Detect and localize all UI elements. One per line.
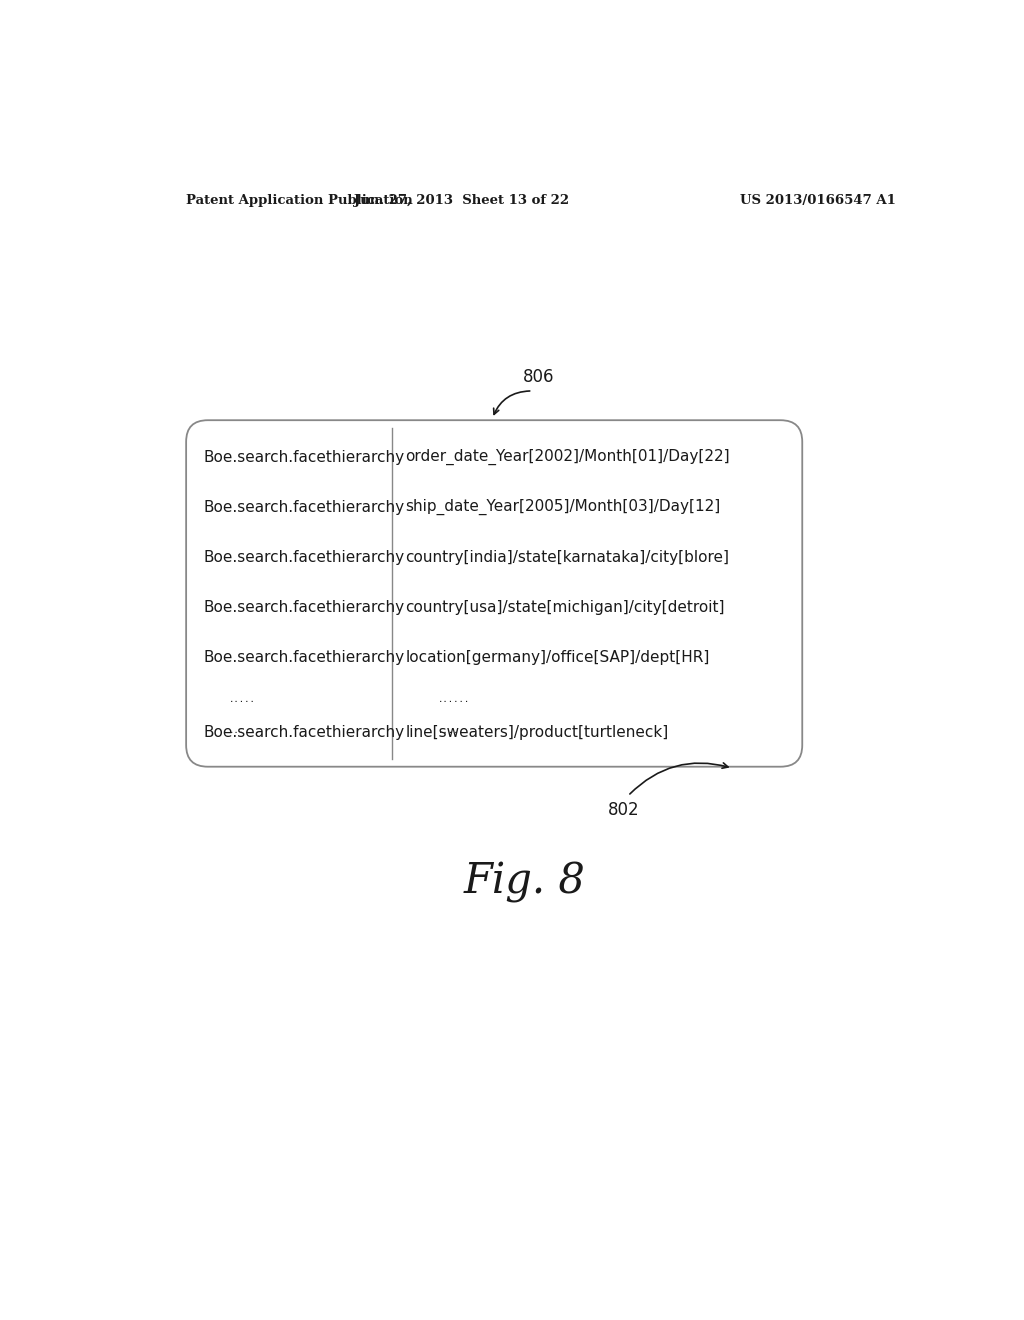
Text: order_date_Year[2002]/Month[01]/Day[22]: order_date_Year[2002]/Month[01]/Day[22] xyxy=(406,449,730,465)
Text: ship_date_Year[2005]/Month[03]/Day[12]: ship_date_Year[2005]/Month[03]/Day[12] xyxy=(406,499,721,515)
Text: Boe.search.facethierarchy: Boe.search.facethierarchy xyxy=(203,500,404,515)
Text: Jun. 27, 2013  Sheet 13 of 22: Jun. 27, 2013 Sheet 13 of 22 xyxy=(353,194,568,207)
Text: Fig. 8: Fig. 8 xyxy=(464,861,586,903)
Text: ......: ...... xyxy=(228,726,261,735)
Text: .....: ..... xyxy=(228,696,256,704)
Text: country[usa]/state[michigan]/city[detroit]: country[usa]/state[michigan]/city[detroi… xyxy=(406,599,725,615)
Text: 806: 806 xyxy=(523,367,555,385)
Text: Boe.search.facethierarchy: Boe.search.facethierarchy xyxy=(203,450,404,465)
Text: US 2013/0166547 A1: US 2013/0166547 A1 xyxy=(739,194,896,207)
Text: location[germany]/office[SAP]/dept[HR]: location[germany]/office[SAP]/dept[HR] xyxy=(406,649,710,665)
Text: line[sweaters]/product[turtleneck]: line[sweaters]/product[turtleneck] xyxy=(406,725,669,739)
Text: country[india]/state[karnataka]/city[blore]: country[india]/state[karnataka]/city[blo… xyxy=(406,549,729,565)
Text: 802: 802 xyxy=(608,801,640,820)
Text: Boe.search.facethierarchy: Boe.search.facethierarchy xyxy=(203,549,404,565)
FancyBboxPatch shape xyxy=(186,420,802,767)
Text: ......: ...... xyxy=(438,726,470,735)
Text: Boe.search.facethierarchy: Boe.search.facethierarchy xyxy=(203,649,404,665)
Text: ......: ...... xyxy=(438,696,470,704)
Text: Boe.search.facethierarchy: Boe.search.facethierarchy xyxy=(203,599,404,615)
Text: Patent Application Publication: Patent Application Publication xyxy=(186,194,413,207)
Text: Boe.search.facethierarchy: Boe.search.facethierarchy xyxy=(203,725,404,739)
